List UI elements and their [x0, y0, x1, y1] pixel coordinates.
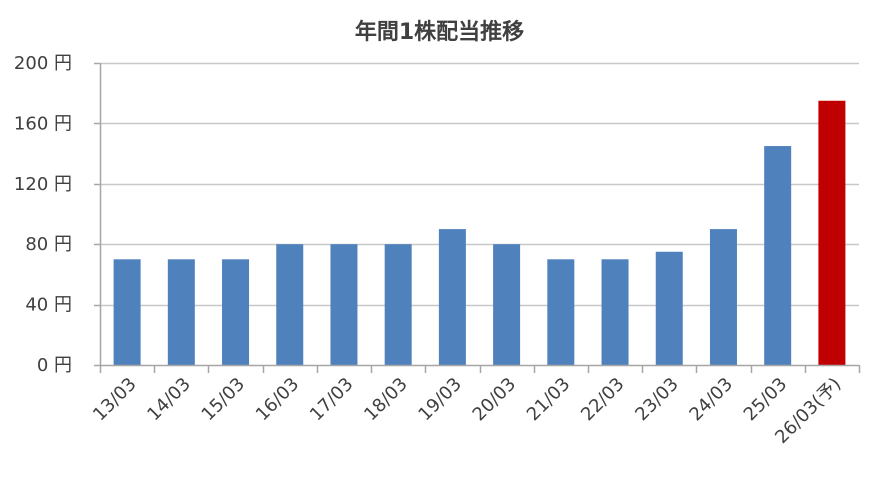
- x-tick-label-17/03: 17/03: [306, 374, 358, 426]
- bars: [113, 100, 846, 365]
- x-tick-label-18/03: 18/03: [360, 374, 412, 426]
- bar-19/03: [438, 229, 466, 365]
- bar-14/03: [167, 259, 195, 365]
- x-tick-label-19/03: 19/03: [414, 374, 466, 426]
- y-tick-label: 200 円: [14, 53, 72, 74]
- gridlines: [100, 62, 859, 307]
- axes: [94, 62, 861, 373]
- x-axis-labels: 13/03 14/03 15/03 16/03 17/03 18/03 19/03 20/03…: [89, 374, 845, 448]
- bar-17/03: [330, 244, 358, 365]
- y-tick-label: 160 円: [14, 113, 72, 134]
- bar-13/03: [113, 259, 141, 365]
- x-tick-label-24/03: 24/03: [685, 374, 737, 426]
- y-axis-labels: 0 円 40 円 80 円 120 円 160 円 200 円: [14, 53, 72, 376]
- x-tick-label-21/03: 21/03: [523, 374, 575, 426]
- bar-18/03: [384, 244, 412, 365]
- bar-26/03(予): [818, 100, 846, 365]
- y-tick-label: 80 円: [25, 234, 72, 255]
- bar-20/03: [493, 244, 521, 365]
- bar-16/03: [276, 244, 304, 365]
- y-tick-label: 120 円: [14, 174, 72, 195]
- bar-24/03: [709, 229, 737, 365]
- x-tick-label-13/03: 13/03: [89, 374, 141, 426]
- bar-25/03: [764, 146, 792, 365]
- x-tick-label-23/03: 23/03: [631, 374, 683, 426]
- y-tick-label: 40 円: [25, 295, 72, 316]
- chart-title: 年間1株配当推移: [354, 20, 525, 45]
- bar-15/03: [222, 259, 250, 365]
- x-tick-label-16/03: 16/03: [252, 374, 304, 426]
- x-tick-label-15/03: 15/03: [198, 374, 250, 426]
- bar-23/03: [655, 251, 683, 365]
- bar-22/03: [601, 259, 629, 365]
- x-tick-label-20/03: 20/03: [469, 374, 521, 426]
- y-tick-label: 0 円: [37, 355, 72, 376]
- x-tick-label-25/03: 25/03: [740, 374, 792, 426]
- x-tick-label-22/03: 22/03: [577, 374, 629, 426]
- x-tick-label-14/03: 14/03: [143, 374, 195, 426]
- bar-21/03: [547, 259, 575, 365]
